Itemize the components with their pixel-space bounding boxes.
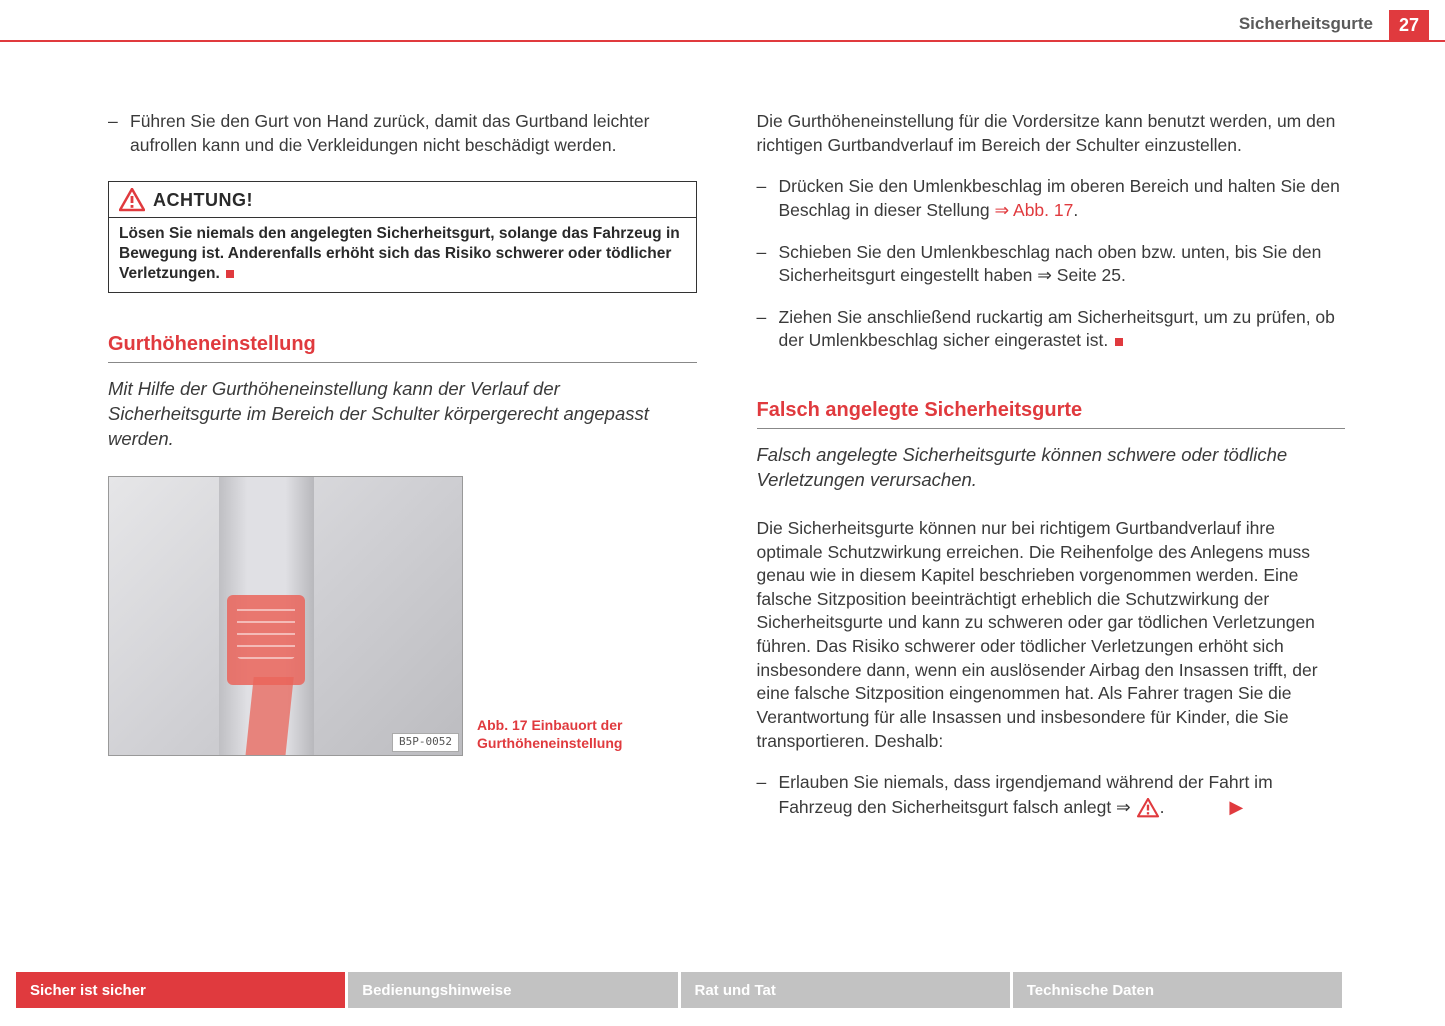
section-intro: Falsch angelegte Sicherheitsgurte können… <box>757 443 1346 493</box>
bullet-dash: – <box>757 306 779 353</box>
warning-triangle-icon <box>119 188 145 212</box>
list-item: – Führen Sie den Gurt von Hand zurück, d… <box>108 110 697 157</box>
warning-triangle-icon <box>1136 798 1160 818</box>
bullet-text: Ziehen Sie anschließend ruckartig am Sic… <box>779 306 1346 353</box>
belt-adjuster-icon <box>227 595 305 685</box>
figure-caption: Abb. 17 Einbauort der Gurthöheneinstellu… <box>477 716 637 756</box>
section-rule <box>108 362 697 363</box>
bullet-text: Führen Sie den Gurt von Hand zurück, dam… <box>130 110 697 157</box>
tab-sicher-ist-sicher[interactable]: Sicher ist sicher <box>16 972 345 1008</box>
tab-rat-und-tat[interactable]: Rat und Tat <box>681 972 1010 1008</box>
bullet-text: Erlauben Sie niemals, dass irgendjemand … <box>779 771 1346 819</box>
end-marker-icon <box>1115 338 1123 346</box>
list-item: – Erlauben Sie niemals, dass irgendjeman… <box>757 771 1346 819</box>
header-title: Sicherheitsgurte <box>1239 14 1373 34</box>
end-marker-icon <box>226 270 234 278</box>
warning-body: Lösen Sie niemals den angelegten Sicherh… <box>109 218 696 292</box>
figure-row: B5P-0052 Abb. 17 Einbauort der Gurthöhen… <box>108 476 697 756</box>
text-part: . <box>1073 200 1078 220</box>
list-item: – Drücken Sie den Umlenkbeschlag im ober… <box>757 175 1346 222</box>
bullet-text: Drücken Sie den Umlenkbeschlag im oberen… <box>779 175 1346 222</box>
page-content: – Führen Sie den Gurt von Hand zurück, d… <box>108 110 1345 837</box>
bullet-dash: – <box>108 110 130 157</box>
text-part: Erlauben Sie niemals, dass irgendjemand … <box>779 772 1273 817</box>
bullet-dash: – <box>757 771 779 819</box>
section-intro: Mit Hilfe der Gurthöheneinstellung kann … <box>108 377 697 452</box>
list-item: – Ziehen Sie anschließend ruckartig am S… <box>757 306 1346 353</box>
bullet-text: Schieben Sie den Umlenkbeschlag nach obe… <box>779 241 1346 288</box>
figure-17: B5P-0052 <box>108 476 463 756</box>
list-item: – Schieben Sie den Umlenkbeschlag nach o… <box>757 241 1346 288</box>
footer-tabs: Sicher ist sicher Bedienungshinweise Rat… <box>16 972 1345 1008</box>
warning-title: ACHTUNG! <box>153 188 253 212</box>
warning-header: ACHTUNG! <box>109 182 696 217</box>
intro-paragraph: Die Gurthöheneinstellung für die Vorders… <box>757 110 1346 157</box>
section-rule <box>757 428 1346 429</box>
figure-code: B5P-0052 <box>392 733 459 752</box>
section-title: Gurthöheneinstellung <box>108 331 697 358</box>
left-column: – Führen Sie den Gurt von Hand zurück, d… <box>108 110 697 837</box>
section-gurthoehe: Gurthöheneinstellung Mit Hilfe der Gurth… <box>108 331 697 756</box>
bullet-dash: – <box>757 175 779 222</box>
header-rule <box>0 40 1445 42</box>
warning-body-text: Lösen Sie niemals den angelegten Sicherh… <box>119 225 680 282</box>
page-number: 27 <box>1389 10 1429 41</box>
text-part: Ziehen Sie anschließend ruckartig am Sic… <box>779 307 1335 351</box>
bullet-dash: – <box>757 241 779 288</box>
tab-technische-daten[interactable]: Technische Daten <box>1013 972 1342 1008</box>
belt-strap-icon <box>244 677 293 756</box>
section-falsch-angelegt: Falsch angelegte Sicherheitsgurte Falsch… <box>757 397 1346 819</box>
continue-arrow-icon: ▶ <box>1229 795 1243 819</box>
tab-bedienungshinweise[interactable]: Bedienungshinweise <box>348 972 677 1008</box>
warning-box: ACHTUNG! Lösen Sie niemals den angelegte… <box>108 181 697 293</box>
body-paragraph: Die Sicherheitsgurte können nur bei rich… <box>757 517 1346 753</box>
figure-reference-link[interactable]: ⇒ Abb. 17 <box>994 200 1073 220</box>
section-title: Falsch angelegte Sicherheitsgurte <box>757 397 1346 424</box>
right-column: Die Gurthöheneinstellung für die Vorders… <box>757 110 1346 837</box>
